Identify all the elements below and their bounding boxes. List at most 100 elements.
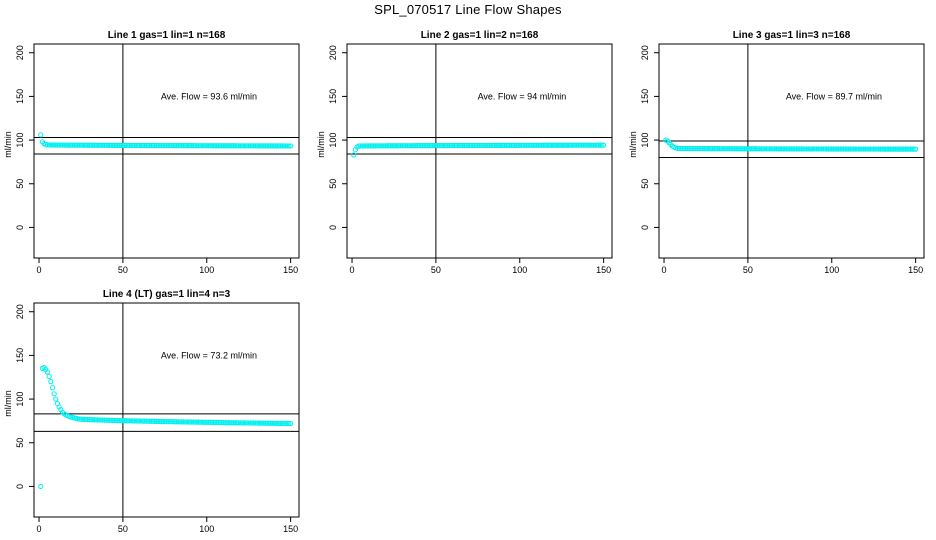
data-point xyxy=(594,142,600,148)
data-point xyxy=(485,142,491,149)
data-point xyxy=(162,418,168,425)
data-point xyxy=(684,145,691,152)
data-point xyxy=(251,420,257,426)
data-point xyxy=(106,417,113,423)
data-point xyxy=(530,142,536,148)
data-point xyxy=(718,146,724,152)
data-point xyxy=(195,419,201,425)
data-point xyxy=(698,145,704,152)
data-point xyxy=(852,146,858,152)
data-point xyxy=(225,143,232,149)
data-point xyxy=(59,142,66,148)
x-tick-label: 50 xyxy=(743,265,753,275)
data-point xyxy=(267,420,274,426)
chart-title: Line 2 gas=1 lin=2 n=168 xyxy=(421,30,539,41)
data-point xyxy=(364,143,370,149)
data-point xyxy=(189,143,195,149)
y-tick-label: 100 xyxy=(15,392,25,407)
data-point xyxy=(550,142,556,148)
data-point xyxy=(175,143,181,149)
data-point xyxy=(284,143,290,149)
data-point xyxy=(132,142,138,149)
data-point xyxy=(601,142,607,148)
data-point xyxy=(264,143,270,149)
data-point xyxy=(178,143,185,149)
x-tick-label: 0 xyxy=(37,265,42,275)
data-point xyxy=(689,145,696,152)
data-point xyxy=(80,142,86,148)
plot-frame xyxy=(658,43,925,259)
x-tick-label: 50 xyxy=(431,265,441,275)
data-point xyxy=(125,142,131,149)
data-point xyxy=(805,146,811,152)
data-point xyxy=(187,143,193,149)
data-point xyxy=(180,419,186,425)
data-point xyxy=(54,142,61,148)
data-point xyxy=(812,146,818,152)
data-point xyxy=(205,419,212,425)
data-point xyxy=(264,420,270,426)
data-point xyxy=(234,420,240,426)
data-point xyxy=(116,417,123,424)
y-tick-label: 200 xyxy=(15,45,25,60)
data-point xyxy=(907,146,914,152)
data-point xyxy=(434,142,441,149)
data-point xyxy=(557,142,563,148)
data-point xyxy=(58,142,64,148)
data-point xyxy=(745,146,751,152)
data-point xyxy=(694,145,701,152)
data-point xyxy=(143,418,149,424)
data-point xyxy=(480,142,486,149)
data-point xyxy=(574,142,580,148)
data-point xyxy=(177,143,183,149)
data-point xyxy=(404,143,410,149)
data-point xyxy=(225,420,232,426)
data-point xyxy=(147,142,153,149)
data-point xyxy=(731,146,738,152)
data-point xyxy=(157,418,163,425)
data-point xyxy=(505,142,511,148)
data-point xyxy=(125,418,131,424)
data-point xyxy=(121,142,128,149)
data-point xyxy=(359,143,365,149)
data-point xyxy=(849,146,855,152)
data-point xyxy=(887,146,894,152)
data-point xyxy=(705,146,711,152)
data-point xyxy=(899,146,905,152)
data-point xyxy=(798,146,805,152)
data-point xyxy=(382,143,389,149)
data-point xyxy=(770,146,776,152)
data-point xyxy=(418,143,424,149)
data-point xyxy=(512,142,518,148)
data-point xyxy=(866,146,872,152)
data-point xyxy=(508,142,514,148)
data-point xyxy=(877,146,883,152)
data-point xyxy=(837,146,843,152)
data-point xyxy=(683,145,689,152)
data-point xyxy=(572,142,578,148)
data-point xyxy=(845,146,852,152)
data-point xyxy=(257,420,264,426)
data-point xyxy=(686,145,692,152)
data-point xyxy=(861,146,867,152)
data-point xyxy=(222,143,228,149)
data-point xyxy=(741,146,748,152)
data-point xyxy=(108,417,114,423)
data-point xyxy=(241,420,247,426)
data-point xyxy=(220,143,227,149)
chart-title: Line 1 gas=1 lin=1 n=168 xyxy=(108,30,226,41)
data-point xyxy=(276,420,282,426)
data-point xyxy=(424,143,431,149)
data-point xyxy=(93,142,99,148)
data-point xyxy=(884,146,890,152)
data-point xyxy=(445,142,451,149)
data-point xyxy=(763,146,769,152)
x-tick-label: 50 xyxy=(118,265,128,275)
data-point xyxy=(783,146,790,152)
data-point xyxy=(247,143,253,149)
data-point xyxy=(393,143,399,149)
data-point xyxy=(757,146,763,152)
data-point xyxy=(693,145,699,152)
data-point xyxy=(433,142,439,149)
chart-panel-1: Line 1 gas=1 lin=1 n=168 0 50 100 150 0 50 100 1… xyxy=(3,30,300,275)
